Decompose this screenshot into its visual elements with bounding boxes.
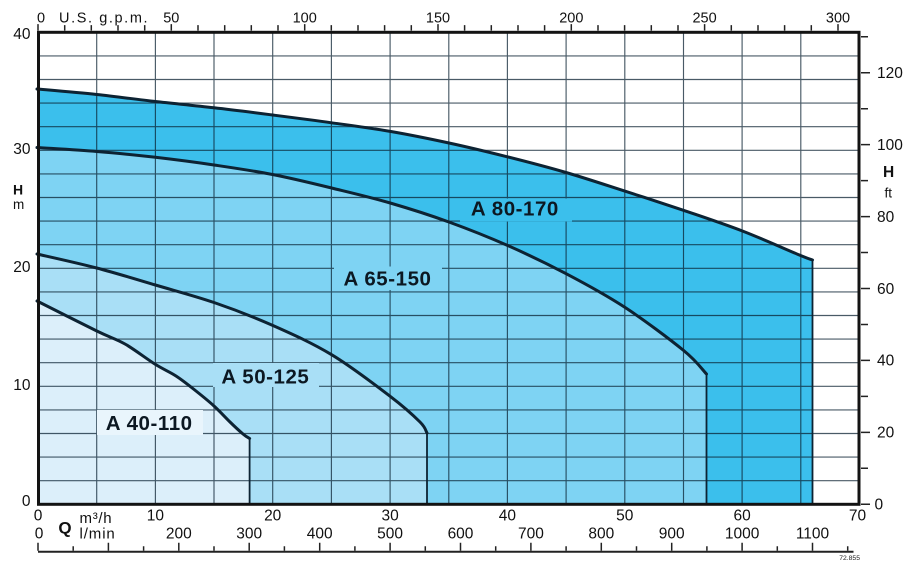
svg-text:400: 400 <box>307 526 333 543</box>
svg-text:m³/h: m³/h <box>80 510 113 527</box>
svg-text:500: 500 <box>377 526 403 543</box>
svg-text:50: 50 <box>163 11 179 27</box>
svg-text:80: 80 <box>877 209 895 226</box>
svg-text:600: 600 <box>448 526 474 543</box>
svg-text:H: H <box>883 164 894 181</box>
svg-text:200: 200 <box>559 11 583 27</box>
svg-text:200: 200 <box>166 526 192 543</box>
svg-text:H: H <box>13 182 23 198</box>
svg-text:0: 0 <box>34 508 43 525</box>
svg-text:250: 250 <box>692 11 716 27</box>
svg-text:700: 700 <box>518 526 544 543</box>
svg-text:40: 40 <box>499 508 517 525</box>
svg-text:0: 0 <box>37 11 45 27</box>
svg-text:ft: ft <box>885 186 893 201</box>
svg-text:70: 70 <box>849 508 867 525</box>
svg-text:A 80-170: A 80-170 <box>471 198 559 221</box>
svg-text:20: 20 <box>877 425 895 442</box>
svg-text:800: 800 <box>588 526 614 543</box>
svg-text:40: 40 <box>877 353 895 370</box>
svg-text:0: 0 <box>875 497 884 514</box>
svg-text:U.S. g.p.m.: U.S. g.p.m. <box>59 11 149 27</box>
svg-text:Q: Q <box>58 519 71 538</box>
svg-text:1100: 1100 <box>796 526 830 543</box>
svg-text:150: 150 <box>426 11 450 27</box>
svg-text:60: 60 <box>733 508 751 525</box>
svg-text:10: 10 <box>13 377 31 394</box>
svg-text:120: 120 <box>877 65 903 82</box>
svg-text:40: 40 <box>13 26 31 43</box>
svg-text:20: 20 <box>264 508 282 525</box>
svg-text:72.855: 72.855 <box>839 555 860 562</box>
svg-text:1000: 1000 <box>725 526 760 543</box>
svg-text:100: 100 <box>877 137 903 154</box>
svg-text:0: 0 <box>22 493 31 510</box>
svg-text:30: 30 <box>13 141 31 158</box>
svg-text:300: 300 <box>826 11 850 27</box>
svg-text:0: 0 <box>35 526 44 543</box>
svg-text:300: 300 <box>236 526 262 543</box>
svg-text:l/min: l/min <box>80 526 116 543</box>
svg-text:m: m <box>13 197 24 212</box>
svg-text:A 40-110: A 40-110 <box>106 412 193 435</box>
svg-text:100: 100 <box>293 11 317 27</box>
svg-text:50: 50 <box>616 508 634 525</box>
svg-text:30: 30 <box>381 508 399 525</box>
svg-text:60: 60 <box>877 281 895 298</box>
svg-text:A 65-150: A 65-150 <box>344 268 432 291</box>
svg-text:20: 20 <box>13 259 31 276</box>
svg-text:900: 900 <box>659 526 685 543</box>
svg-text:10: 10 <box>147 508 165 525</box>
svg-text:A 50-125: A 50-125 <box>221 365 309 388</box>
